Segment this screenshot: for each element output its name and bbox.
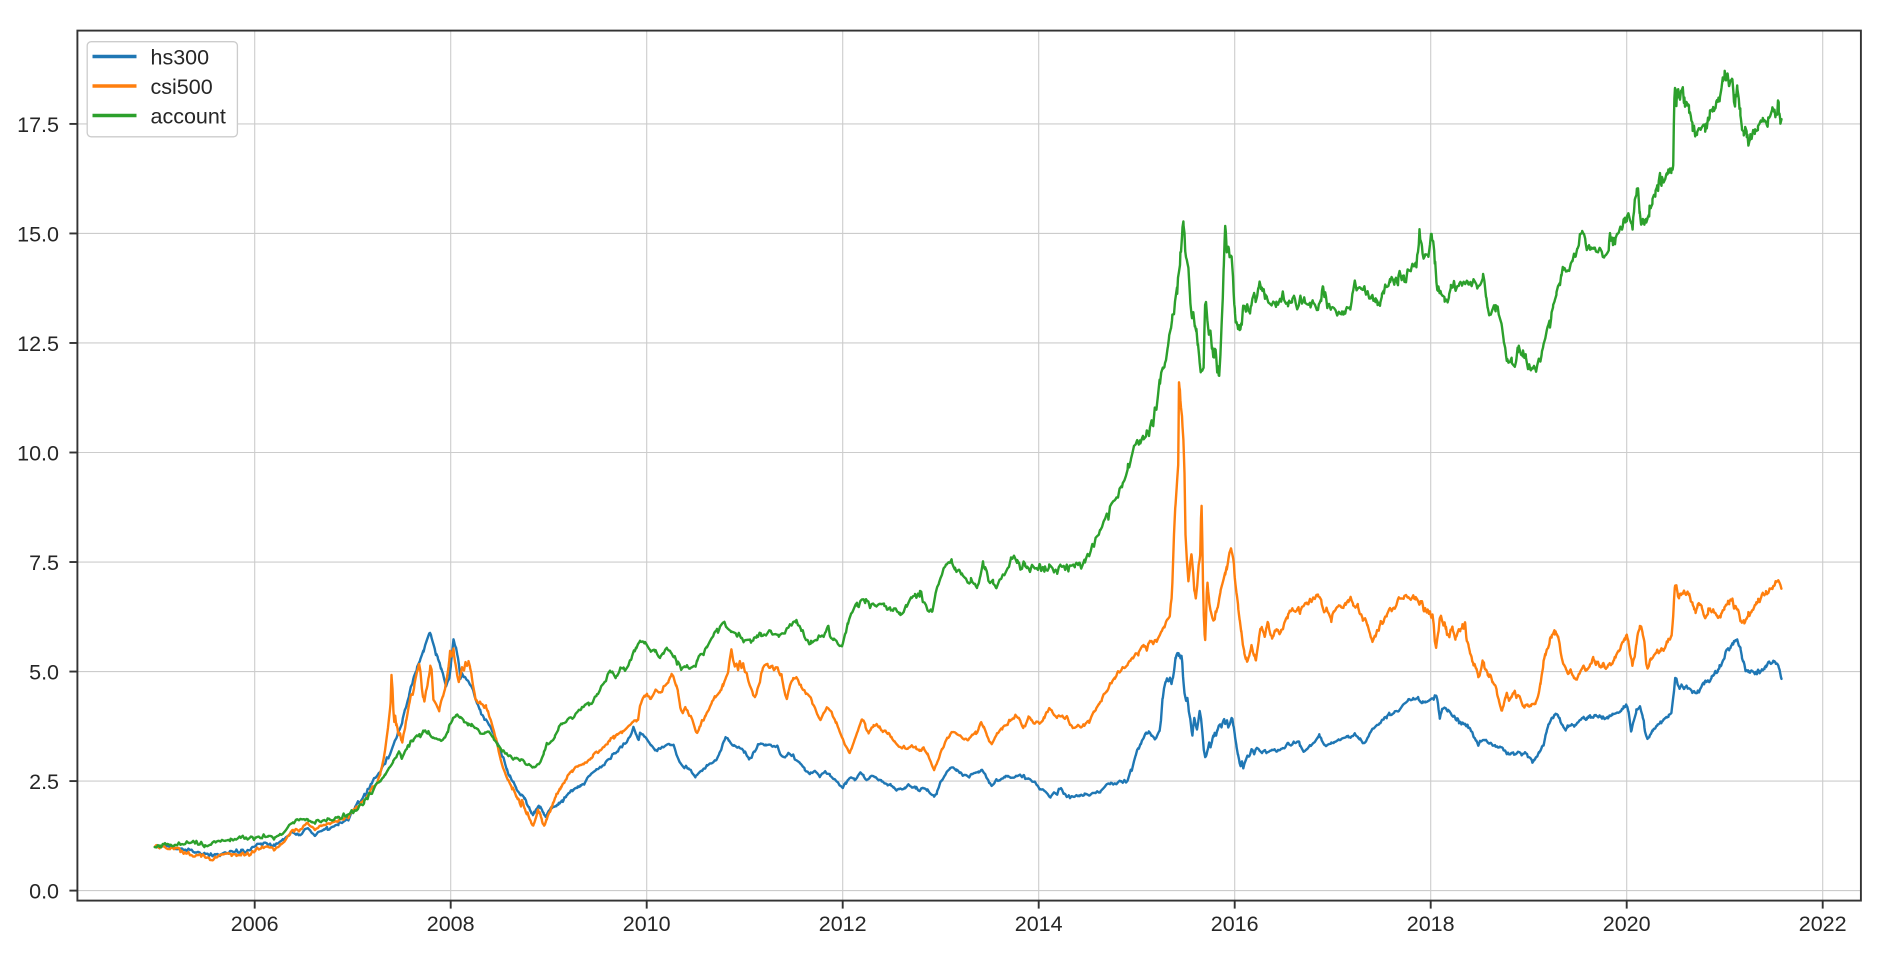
svg-text:2006: 2006 xyxy=(231,912,279,936)
svg-text:2018: 2018 xyxy=(1407,912,1455,936)
svg-text:2010: 2010 xyxy=(623,912,671,936)
svg-text:12.5: 12.5 xyxy=(17,332,59,356)
svg-text:15.0: 15.0 xyxy=(17,222,59,246)
svg-text:2022: 2022 xyxy=(1799,912,1847,936)
svg-text:account: account xyxy=(151,105,226,129)
svg-text:2.5: 2.5 xyxy=(29,770,59,794)
svg-text:2016: 2016 xyxy=(1211,912,1259,936)
svg-text:0.0: 0.0 xyxy=(29,880,59,904)
svg-text:2014: 2014 xyxy=(1015,912,1063,936)
svg-text:2012: 2012 xyxy=(819,912,867,936)
svg-text:10.0: 10.0 xyxy=(17,442,59,466)
svg-text:csi500: csi500 xyxy=(151,75,213,99)
svg-text:2008: 2008 xyxy=(427,912,475,936)
svg-text:2020: 2020 xyxy=(1603,912,1651,936)
svg-text:hs300: hs300 xyxy=(151,46,210,70)
svg-text:5.0: 5.0 xyxy=(29,661,59,685)
svg-text:7.5: 7.5 xyxy=(29,551,59,575)
svg-text:17.5: 17.5 xyxy=(17,113,59,137)
